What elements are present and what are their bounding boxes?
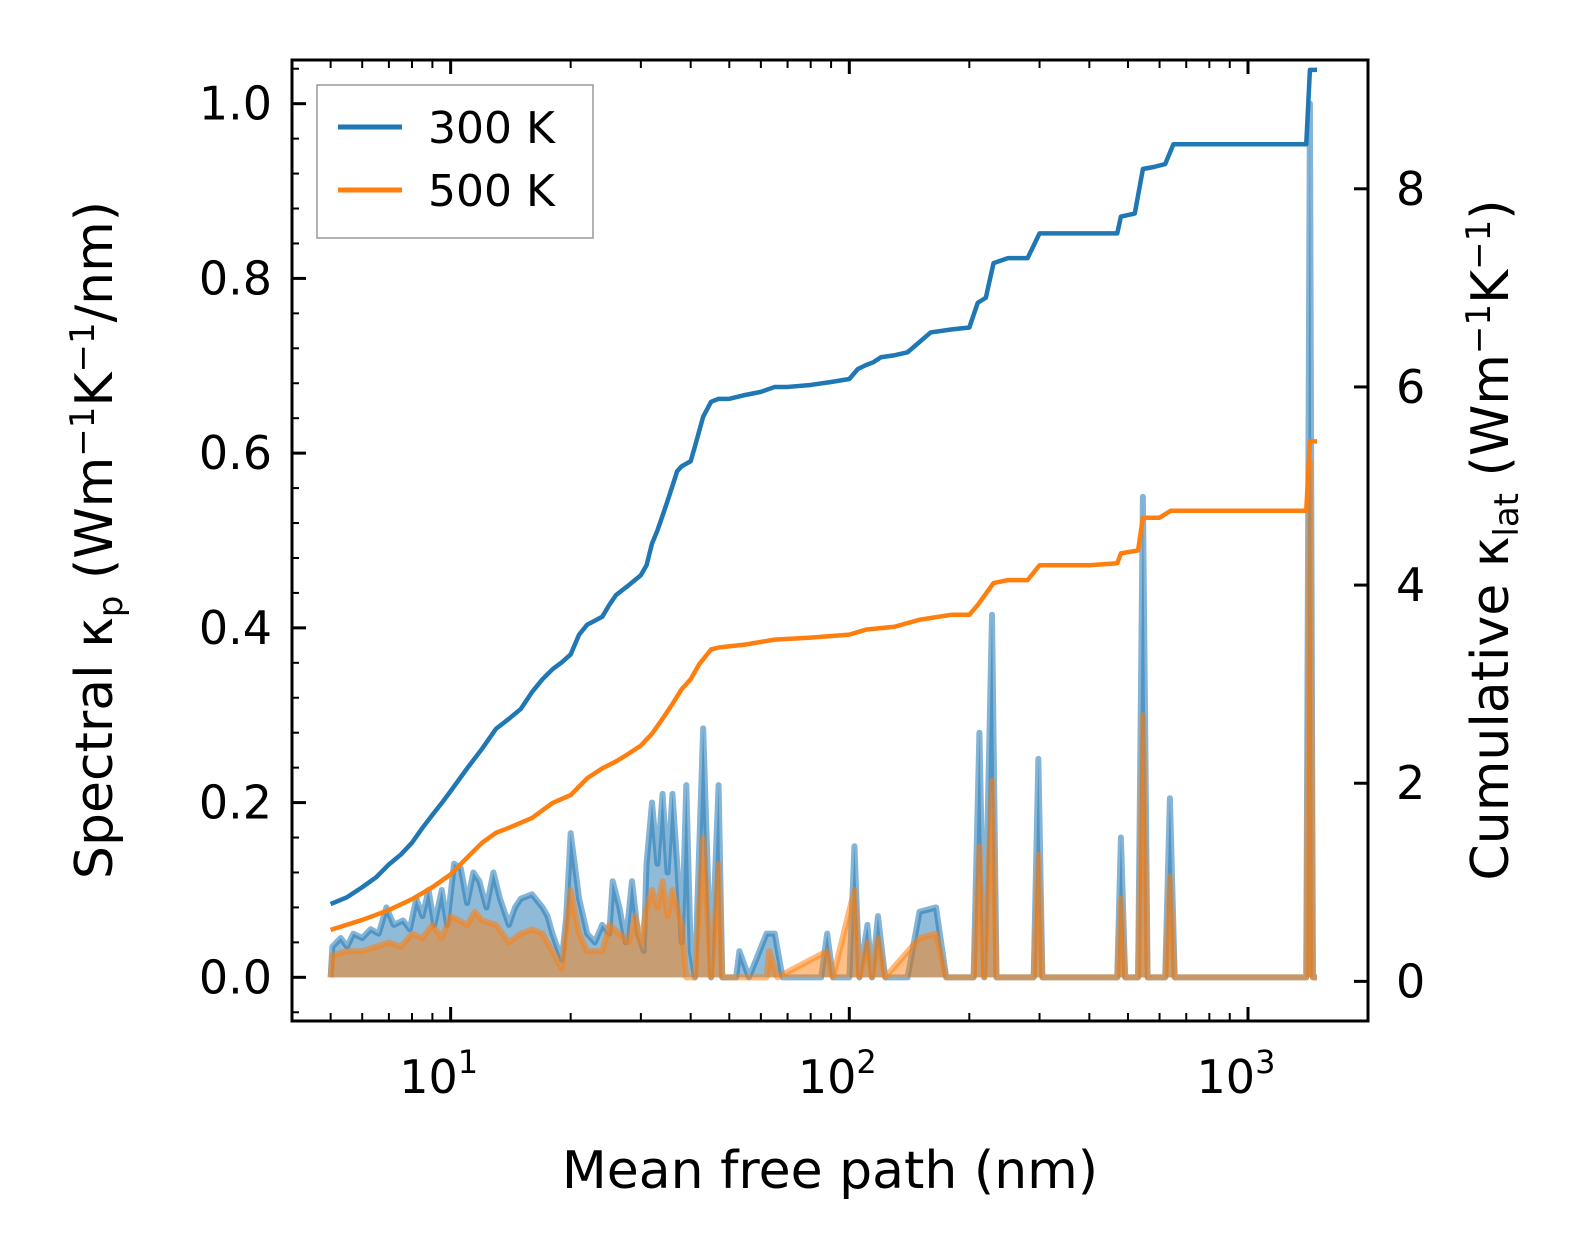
y-right-tick-label-0: 0 <box>1396 954 1425 1008</box>
y-right-label-mid: (Wm <box>1461 354 1521 493</box>
x-tick-label-1: 102 <box>798 1043 877 1104</box>
y-right-label-mid2: K <box>1461 268 1521 304</box>
legend-box <box>316 84 594 239</box>
plot-frame <box>290 58 1370 1023</box>
y-axis-right-label: Cumulative κlat (Wm−1K−1) <box>1459 199 1527 880</box>
y-right-label-pre: Cumulative κ <box>1461 537 1521 881</box>
cumulative-layer <box>329 67 1318 932</box>
y-left-label-sup2: −1 <box>63 322 103 372</box>
y-left-tick-label-3: 0.6 <box>199 426 272 480</box>
y-left-label-mid2: K <box>65 371 125 407</box>
y-left-tick-label-1: 0.2 <box>199 776 272 830</box>
x-tick-base-2: 10 <box>1197 1050 1256 1104</box>
legend-label-300k: 300 K <box>428 103 556 154</box>
500-k-cumulative-line <box>329 439 1318 932</box>
y-right-label-sup2: −1 <box>1459 220 1499 270</box>
y-left-tick-label-2: 0.4 <box>199 601 272 655</box>
legend: 300 K 500 K <box>316 84 594 239</box>
x-tick-label-0: 101 <box>399 1043 478 1104</box>
y-right-label-post: ) <box>1461 199 1521 219</box>
y-left-label-mid: (Wm <box>65 457 125 596</box>
y-axis-left-label: Spectral κp (Wm−1K−1/nm) <box>63 201 131 879</box>
y-right-tick-label-4: 8 <box>1396 162 1425 216</box>
y-right-tick-label-2: 4 <box>1396 558 1425 612</box>
x-tick-label-2: 103 <box>1197 1043 1276 1104</box>
x-tick-exp-2: 3 <box>1255 1043 1275 1081</box>
y-left-tick-label-5: 1.0 <box>199 77 272 131</box>
x-tick-base-0: 10 <box>399 1050 458 1104</box>
y-left-label-post: /nm) <box>65 201 125 322</box>
y-left-label-pre: Spectral κ <box>65 617 125 879</box>
x-tick-exp-1: 2 <box>856 1043 876 1081</box>
300-k-cumulative-line <box>329 67 1318 907</box>
x-tick-base-1: 10 <box>798 1050 857 1104</box>
spectral-layer <box>327 100 1318 981</box>
y-left-label-sub: p <box>91 596 131 618</box>
legend-label-500k: 500 K <box>428 166 556 217</box>
500-k-spectral-line <box>327 458 1318 981</box>
y-left-tick-label-0: 0.0 <box>199 950 272 1004</box>
y-right-tick-label-3: 6 <box>1396 360 1425 414</box>
y-right-label-sub: lat <box>1487 493 1527 537</box>
y-right-label-sup1: −1 <box>1459 304 1499 354</box>
y-left-tick-label-4: 0.8 <box>199 251 272 305</box>
y-left-label-sup1: −1 <box>63 407 103 457</box>
y-right-tick-label-1: 2 <box>1396 756 1425 810</box>
x-tick-exp-0: 1 <box>458 1043 478 1081</box>
x-axis-label: Mean free path (nm) <box>562 1141 1098 1201</box>
